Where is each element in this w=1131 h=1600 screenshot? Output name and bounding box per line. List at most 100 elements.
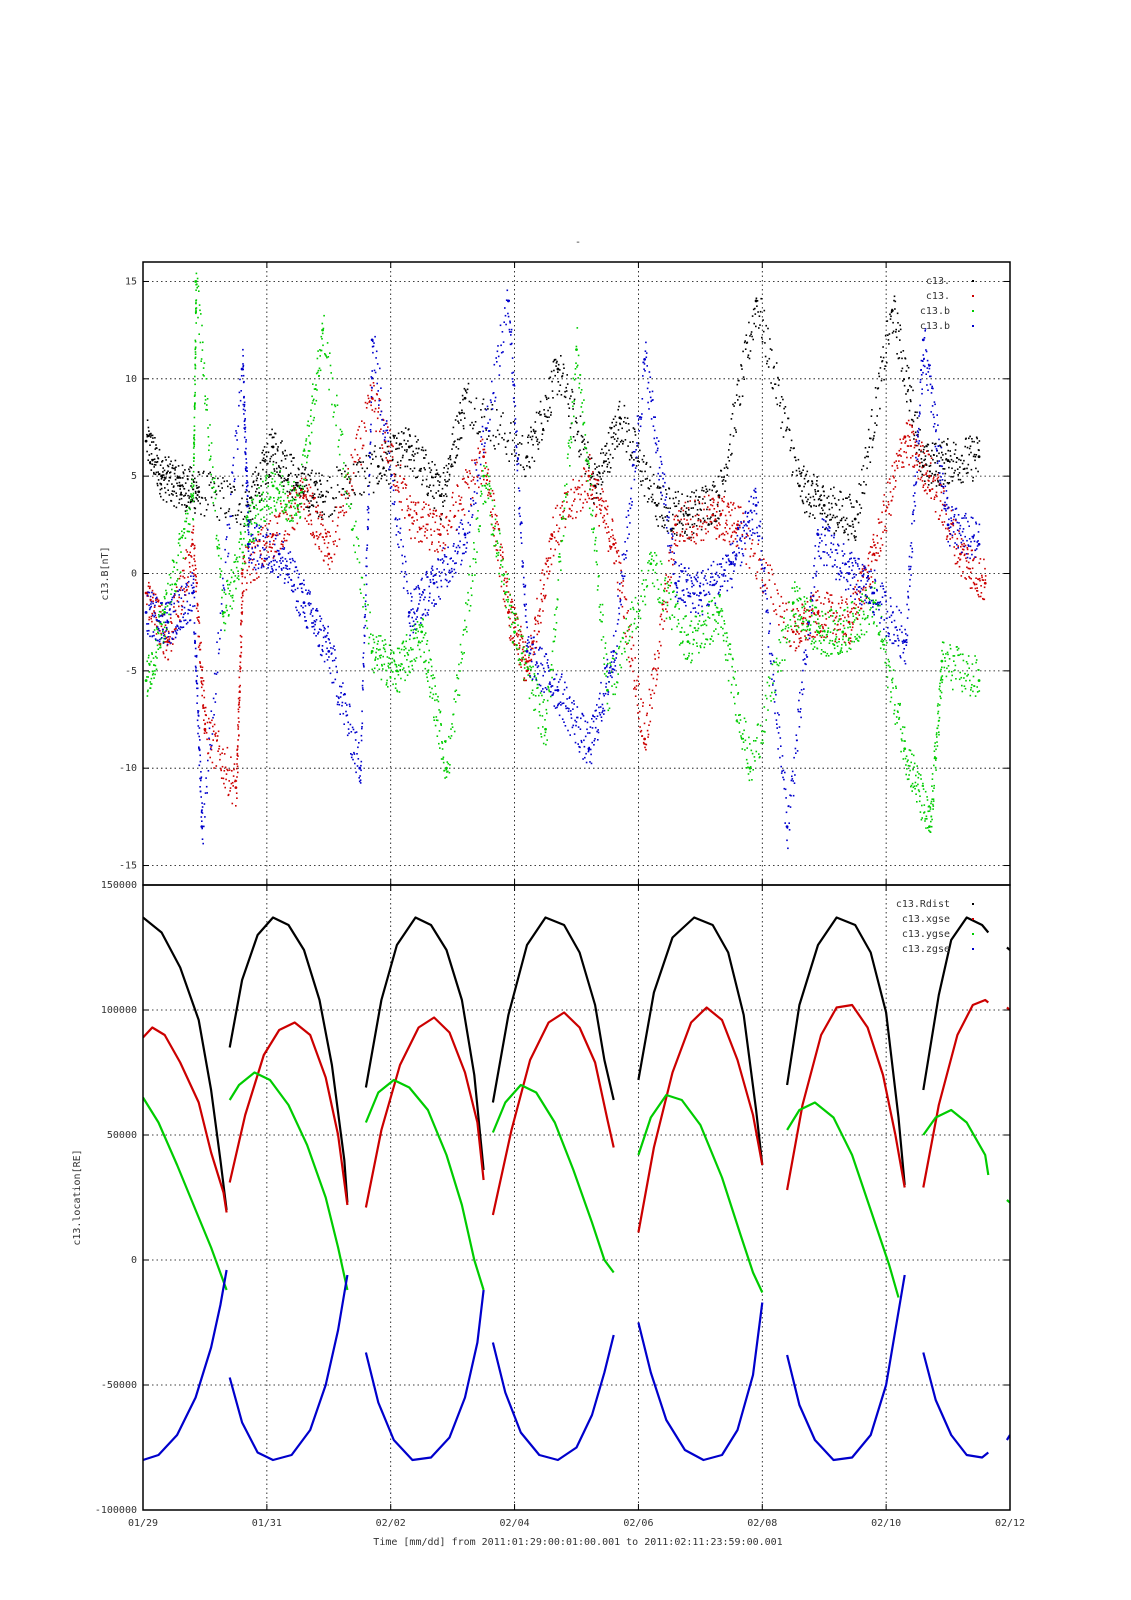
data-point: [405, 647, 407, 650]
data-point: [188, 530, 191, 533]
data-point: [147, 459, 149, 461]
data-point: [355, 437, 357, 440]
data-point: [197, 316, 199, 319]
data-point: [556, 504, 559, 507]
data-point: [601, 488, 603, 490]
data-point: [197, 610, 199, 612]
data-point: [259, 462, 262, 464]
data-point: [253, 542, 255, 544]
data-point: [151, 459, 154, 462]
data-point: [266, 504, 268, 506]
data-point: [470, 587, 472, 589]
data-point: [426, 676, 428, 679]
data-point: [535, 436, 537, 439]
data-point: [166, 471, 168, 474]
data-point: [705, 491, 707, 494]
data-point: [160, 625, 163, 628]
data-point: [377, 649, 380, 651]
data-point: [529, 665, 531, 668]
data-point: [476, 461, 478, 464]
data-point: [664, 524, 666, 526]
data-point: [322, 524, 324, 527]
data-point: [250, 581, 252, 584]
data-point: [287, 495, 289, 497]
data-point: [798, 470, 801, 473]
data-point: [425, 659, 427, 662]
data-point: [847, 614, 849, 616]
data-point: [393, 473, 395, 475]
data-point: [462, 508, 465, 510]
data-point: [461, 394, 464, 397]
data-point: [718, 534, 721, 537]
data-point: [178, 476, 180, 478]
data-point: [434, 476, 437, 478]
data-point: [675, 514, 678, 517]
data-point: [427, 671, 429, 673]
data-point: [481, 416, 483, 419]
data-point: [849, 525, 852, 527]
data-point: [538, 630, 540, 633]
data-point: [433, 513, 435, 515]
data-point: [521, 648, 524, 651]
data-point: [662, 603, 665, 606]
data-point: [251, 559, 254, 561]
data-point: [573, 491, 576, 494]
data-point: [318, 367, 321, 370]
data-point: [370, 462, 372, 465]
data-point: [426, 493, 429, 496]
data-point: [875, 546, 877, 549]
data-point: [505, 606, 507, 609]
data-point: [384, 442, 387, 444]
data-point: [772, 367, 775, 369]
data-point: [857, 579, 859, 582]
data-point: [195, 496, 197, 499]
data-point: [724, 527, 726, 529]
data-point: [175, 586, 178, 588]
data-point: [367, 397, 370, 400]
data-point: [661, 618, 663, 621]
data-point: [175, 561, 178, 564]
data-point: [625, 451, 628, 453]
data-point: [464, 619, 466, 622]
data-point: [512, 642, 514, 644]
data-point: [170, 621, 172, 623]
data-point: [442, 472, 445, 474]
data-point: [899, 324, 901, 327]
data-point: [212, 730, 215, 733]
data-point: [434, 724, 437, 727]
data-point: [200, 677, 202, 679]
data-point: [423, 501, 425, 503]
data-point: [406, 652, 409, 654]
data-point: [393, 660, 396, 663]
data-point: [517, 633, 520, 636]
data-point: [212, 504, 215, 507]
data-point: [271, 547, 273, 549]
data-point: [596, 506, 598, 508]
data-point: [248, 510, 250, 513]
data-point: [852, 592, 855, 595]
data-point: [149, 687, 152, 689]
data-point: [393, 652, 395, 655]
data-point: [480, 483, 483, 485]
data-point: [191, 482, 193, 485]
data-point: [926, 470, 929, 472]
data-point: [795, 459, 797, 462]
data-point: [271, 428, 273, 431]
data-point: [516, 632, 518, 635]
data-point: [943, 440, 945, 443]
data-point: [927, 450, 929, 452]
data-point: [276, 522, 279, 524]
data-point: [683, 505, 686, 507]
data-point: [596, 482, 598, 485]
data-point: [715, 491, 717, 493]
data-point: [539, 608, 541, 610]
data-point: [585, 480, 588, 482]
data-point: [439, 710, 442, 713]
data-point: [326, 546, 329, 549]
data-point: [625, 422, 627, 424]
data-point: [386, 656, 389, 658]
data-point: [626, 612, 629, 614]
data-point: [312, 498, 315, 500]
data-point: [424, 449, 427, 452]
data-point: [807, 493, 810, 495]
